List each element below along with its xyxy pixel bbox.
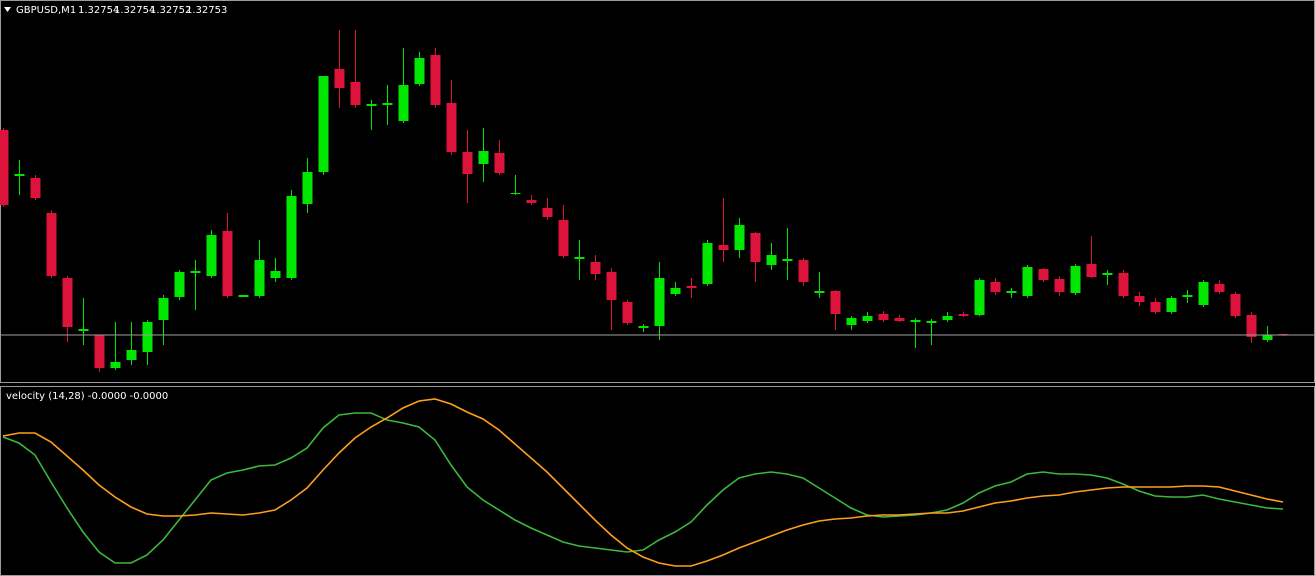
candle-body [990, 282, 1001, 292]
ohlc-low: 1.32752 [150, 5, 191, 16]
symbol: GBPUSD,M1 [16, 5, 76, 16]
candle-body [846, 318, 857, 325]
candle-body [526, 200, 537, 203]
candle-body [0, 130, 9, 205]
candle-body [446, 103, 457, 152]
indicator-line [2, 412, 1284, 564]
candle-body [1006, 291, 1017, 293]
candle-body [1134, 296, 1145, 302]
candle-body [1230, 294, 1241, 316]
candle-body [1118, 273, 1129, 296]
menu-triangle[interactable] [4, 7, 11, 12]
candle-body [878, 314, 889, 320]
candle-body [334, 69, 345, 88]
indicator-line [2, 398, 1284, 567]
candle-body [158, 298, 169, 320]
candle-body [590, 262, 601, 274]
candle-body [814, 291, 825, 293]
candle-body [478, 151, 489, 164]
candle-body [350, 82, 361, 105]
candle-body [1166, 298, 1177, 312]
candle-body [1150, 302, 1161, 312]
candle-body [606, 272, 617, 300]
candle-body [686, 286, 697, 288]
candle-body [414, 58, 425, 84]
candle-body [510, 193, 521, 194]
candle-body [670, 288, 681, 294]
price-pane [0, 30, 1314, 372]
candle-body [750, 233, 761, 262]
candle-body [174, 272, 185, 297]
ohlc-high: 1.32754 [114, 5, 155, 16]
candle-body [1070, 266, 1081, 293]
candle-body [14, 174, 25, 176]
candle-body [894, 318, 905, 321]
candle-body [558, 220, 569, 256]
candle-body [734, 225, 745, 250]
indicator-title: velocity (14,28) -0.0000 -0.0000 [6, 391, 168, 402]
candle-body [638, 326, 649, 328]
candle-body [462, 152, 473, 174]
candle-body [286, 196, 297, 278]
candle-body [830, 291, 841, 314]
indicator-pane [2, 398, 1284, 567]
candle-body [62, 278, 73, 327]
candle-body [1102, 273, 1113, 275]
candle-body [1198, 282, 1209, 305]
candle-body [494, 153, 505, 173]
candle-body [862, 316, 873, 321]
candle-body [622, 302, 633, 323]
candle-body [1086, 264, 1097, 277]
candle-body [398, 85, 409, 121]
candle-body [766, 255, 777, 265]
candle-body [126, 350, 137, 360]
candle-body [782, 259, 793, 261]
candle-body [958, 314, 969, 316]
candle-body [718, 245, 729, 250]
candle-body [1022, 267, 1033, 296]
candle-body [142, 322, 153, 352]
candle-body [366, 104, 377, 106]
candle-body [318, 76, 329, 172]
candle-body [222, 231, 233, 296]
ohlc-open: 1.32754 [78, 5, 119, 16]
candle-body [654, 278, 665, 326]
candle-body [1246, 315, 1257, 337]
candle-body [30, 178, 41, 198]
candle-body [94, 335, 105, 368]
candle-body [382, 103, 393, 105]
candle-body [46, 213, 57, 276]
candle-body [1214, 284, 1225, 292]
candle-body [1262, 335, 1273, 340]
candle-body [1038, 269, 1049, 280]
candle-body [542, 208, 553, 217]
candle-body [798, 260, 809, 282]
candle-body [926, 321, 937, 323]
candle-body [206, 235, 217, 276]
candle-body [238, 295, 249, 297]
candle-body [910, 320, 921, 322]
candle-body [302, 172, 313, 204]
candle-body [254, 260, 265, 296]
candle-body [942, 316, 953, 320]
candle-body [1182, 295, 1193, 297]
candle-body [78, 329, 89, 331]
candle-body [974, 280, 985, 315]
candle-body [1054, 279, 1065, 292]
candle-body [702, 243, 713, 284]
candle-body [430, 55, 441, 105]
candle-body [110, 362, 121, 368]
candle-body [574, 257, 585, 259]
candle-body [270, 271, 281, 278]
candle-body [190, 271, 201, 273]
ohlc-close: 1.32753 [186, 5, 227, 16]
